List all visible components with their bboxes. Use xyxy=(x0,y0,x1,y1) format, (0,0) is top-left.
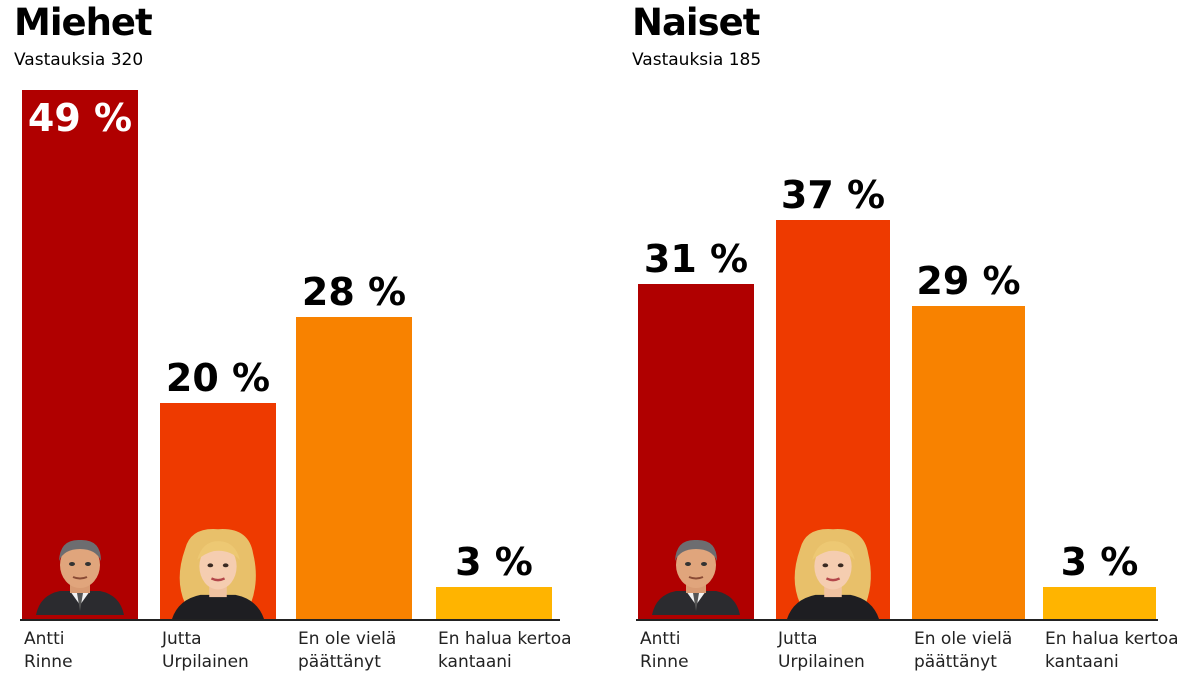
bar-4 xyxy=(436,587,552,619)
bar-3 xyxy=(912,306,1025,619)
category-label: En halua kertoa kantaani xyxy=(1045,629,1179,672)
category-label: En ole vielä päättänyt xyxy=(914,629,1013,672)
baseline xyxy=(20,619,560,621)
man-portrait-icon xyxy=(646,527,746,623)
value-label: 49 % xyxy=(27,96,133,140)
value-label: 37 % xyxy=(780,173,886,217)
man-portrait-icon xyxy=(30,527,130,623)
value-label: 28 % xyxy=(301,270,407,314)
woman-portrait-icon xyxy=(163,527,273,623)
chart-naiset: Naiset Vastauksia 185 31 % Antti Rinne 37 … xyxy=(620,0,1199,675)
category-label: Jutta Urpilainen xyxy=(162,629,249,672)
category-label: Antti Rinne xyxy=(24,629,73,672)
value-label: 20 % xyxy=(165,356,271,400)
value-label: 3 % xyxy=(1060,540,1139,584)
chart-title: Miehet xyxy=(14,1,153,44)
chart-title: Naiset xyxy=(632,1,760,44)
woman-portrait-icon xyxy=(778,527,888,623)
category-label: Antti Rinne xyxy=(640,629,689,672)
category-label: En ole vielä päättänyt xyxy=(298,629,397,672)
baseline xyxy=(636,619,1158,621)
bar-1 xyxy=(22,90,138,619)
value-label: 29 % xyxy=(916,259,1021,303)
chart-subtitle: Vastauksia 320 xyxy=(14,50,144,70)
chart-subtitle: Vastauksia 185 xyxy=(632,50,762,70)
category-label: En halua kertoa kantaani xyxy=(438,629,572,672)
value-label: 31 % xyxy=(643,237,749,281)
category-label: Jutta Urpilainen xyxy=(778,629,865,672)
value-label: 3 % xyxy=(455,540,533,584)
bar-3 xyxy=(296,317,412,619)
bar-4 xyxy=(1043,587,1156,619)
chart-miehet: Miehet Vastauksia 320 49 % Antti Rinne 20 … xyxy=(14,1,572,672)
